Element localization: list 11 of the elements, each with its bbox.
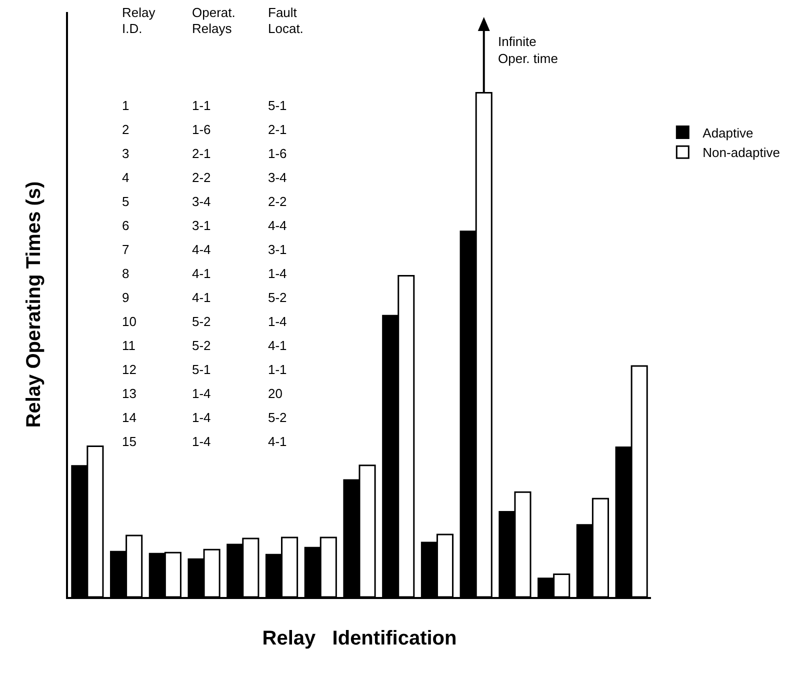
legend-label: Adaptive bbox=[702, 125, 754, 140]
text: Operat. Relays bbox=[192, 5, 236, 36]
legend-label: Non-adaptive bbox=[702, 145, 780, 160]
text: Infinite Oper. time bbox=[498, 34, 558, 66]
y-axis-title: Relay Operating Times (s) bbox=[23, 181, 45, 428]
text: 1 2 3 4 5 6 7 8 9 10 11 12 13 14 15 bbox=[122, 98, 136, 449]
x-axis-title: Relay Identification bbox=[262, 627, 457, 650]
text: Relay I.D. bbox=[122, 5, 156, 36]
text: 5-1 2-1 1-6 3-4 2-2 4-4 3-1 1-4 5-2 1-4 4-1 1-1 20 5-2 4-1 bbox=[268, 98, 287, 449]
text: Fault Locat. bbox=[268, 5, 304, 36]
text: 1-1 1-6 2-1 2-2 3-4 3-1 4-4 4-1 4-1 5-2 5-2 5-1 1-4 1-4 1-4 bbox=[192, 98, 211, 449]
